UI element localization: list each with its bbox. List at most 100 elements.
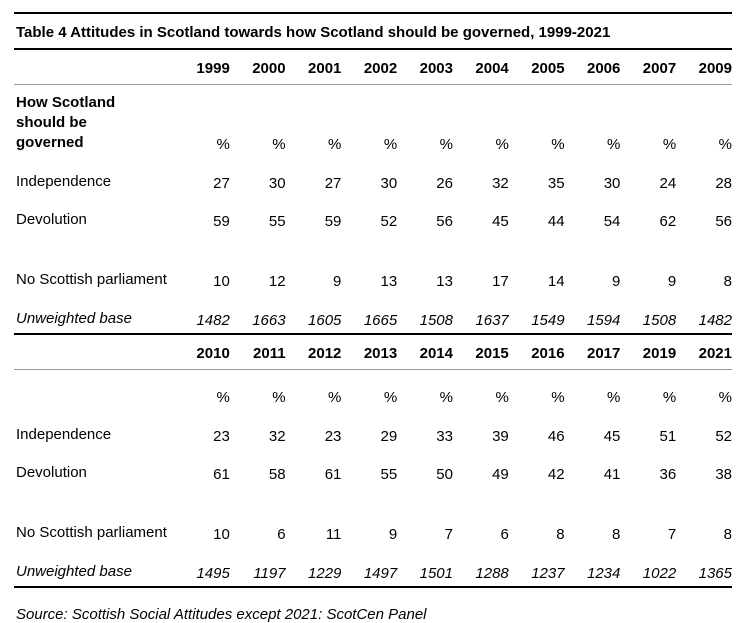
cell-value: 23 (324, 428, 342, 445)
percent-sign: % (495, 136, 509, 153)
base-label: Unweighted base (16, 563, 132, 580)
cell-value: 44 (547, 213, 565, 230)
cell-value: 28 (715, 175, 732, 192)
cell-value: 30 (603, 175, 621, 192)
cell-value: 55 (380, 466, 398, 483)
cell-value: 49 (492, 466, 509, 483)
cell-value: 9 (667, 273, 677, 290)
cell-value: 52 (380, 213, 398, 230)
year-header: 2013 (363, 344, 398, 362)
percent-sign: % (216, 136, 230, 153)
year-header: 2006 (587, 59, 621, 77)
cell-value: 24 (659, 175, 677, 192)
cell-value: 56 (436, 213, 453, 230)
cell-value: 61 (213, 466, 230, 483)
percent-sign: % (272, 389, 286, 406)
year-header: 2004 (475, 59, 509, 77)
percent-sign: % (439, 389, 453, 406)
year-header-blank (14, 50, 174, 85)
source-note: Source: Scottish Social Attitudes except… (16, 606, 427, 623)
base-value: 1237 (531, 565, 565, 582)
year-header: 2015 (475, 344, 509, 362)
document: Table 4 Attitudes in Scotland towards ho… (14, 12, 732, 623)
base-value: 1549 (531, 312, 565, 329)
percent-sign: % (216, 389, 230, 406)
bottom-rule (14, 586, 732, 589)
base-value: 1288 (475, 565, 509, 582)
cell-value: 58 (268, 466, 286, 483)
cell-value: 6 (277, 526, 286, 543)
cell-value: 23 (213, 428, 230, 445)
row-header-cell (14, 370, 174, 409)
year-header: 2002 (363, 59, 398, 77)
cell-value: 8 (556, 526, 565, 543)
cell-value: 32 (268, 428, 286, 445)
base-value: 1482 (698, 312, 732, 329)
cell-value: 9 (333, 273, 342, 290)
percent-sign: % (328, 136, 342, 153)
year-header: 2001 (308, 59, 342, 77)
row-label: No Scottish parliament (16, 524, 167, 541)
top-rule (14, 12, 732, 14)
cell-value: 39 (492, 428, 509, 445)
cell-value: 32 (492, 175, 509, 192)
cell-value: 13 (380, 273, 398, 290)
table-row: No Scottish parliament 10 6 11 9 7 6 8 8 7 8 (14, 485, 732, 544)
row-label: Independence (16, 173, 112, 190)
percent-sign: % (607, 389, 621, 406)
base-value: 1197 (253, 565, 286, 582)
cell-value: 29 (380, 428, 398, 445)
base-value: 1637 (475, 312, 509, 329)
table-title: Table 4 Attitudes in Scotland towards ho… (16, 24, 611, 41)
year-header: 2009 (698, 59, 732, 77)
percent-sign: % (662, 389, 677, 406)
percent-row: How Scotland should be governed%%%%%%%%%… (14, 85, 732, 156)
base-value: 1495 (196, 565, 230, 582)
cell-value: 10 (213, 526, 230, 543)
cell-value: 61 (324, 466, 342, 483)
cell-value: 41 (603, 466, 621, 483)
base-label: Unweighted base (16, 310, 132, 327)
base-value: 1508 (419, 312, 453, 329)
row-label: No Scottish parliament (16, 271, 167, 288)
cell-value: 62 (659, 213, 677, 230)
year-header: 2017 (587, 344, 621, 362)
year-header: 2007 (642, 59, 677, 77)
percent-sign: % (328, 389, 342, 406)
table-row: Independence 27 30 27 30 26 32 35 30 24 28 (14, 156, 732, 194)
cell-value: 33 (436, 428, 453, 445)
cell-value: 42 (547, 466, 565, 483)
cell-value: 30 (380, 175, 398, 192)
header-rule (14, 369, 732, 370)
cell-value: 7 (444, 526, 453, 543)
year-header: 2016 (531, 344, 565, 362)
cell-value: 8 (723, 273, 732, 290)
year-header: 2019 (642, 344, 677, 362)
year-header-blank (14, 335, 174, 370)
unweighted-base-row: Unweighted base 1482 1663 1605 1665 1508 1637 1… (14, 291, 732, 334)
cell-value: 59 (213, 213, 230, 230)
cell-value: 11 (325, 526, 342, 543)
base-value: 1501 (419, 565, 453, 582)
cell-value: 17 (492, 273, 509, 290)
table-row: Independence 23 32 23 29 33 39 46 45 51 52 (14, 409, 732, 447)
base-value: 1229 (308, 565, 342, 582)
percent-sign: % (662, 136, 677, 153)
cell-value: 50 (436, 466, 453, 483)
percent-sign: % (551, 136, 565, 153)
base-value: 1605 (308, 312, 342, 329)
cell-value: 56 (715, 213, 732, 230)
base-value: 1022 (642, 565, 677, 582)
row-header-cell: How Scotland should be governed (14, 85, 174, 156)
base-value: 1482 (196, 312, 230, 329)
cell-value: 45 (492, 213, 509, 230)
row-label: Devolution (16, 211, 87, 228)
year-header: 2011 (253, 344, 286, 362)
percent-sign: % (607, 136, 621, 153)
percent-sign: % (718, 136, 732, 153)
cell-value: 12 (268, 273, 286, 290)
percent-sign: % (439, 136, 453, 153)
year-header: 2012 (308, 344, 342, 362)
table-row: Devolution 59 55 59 52 56 45 44 54 62 56 (14, 194, 732, 232)
cell-value: 38 (715, 466, 732, 483)
